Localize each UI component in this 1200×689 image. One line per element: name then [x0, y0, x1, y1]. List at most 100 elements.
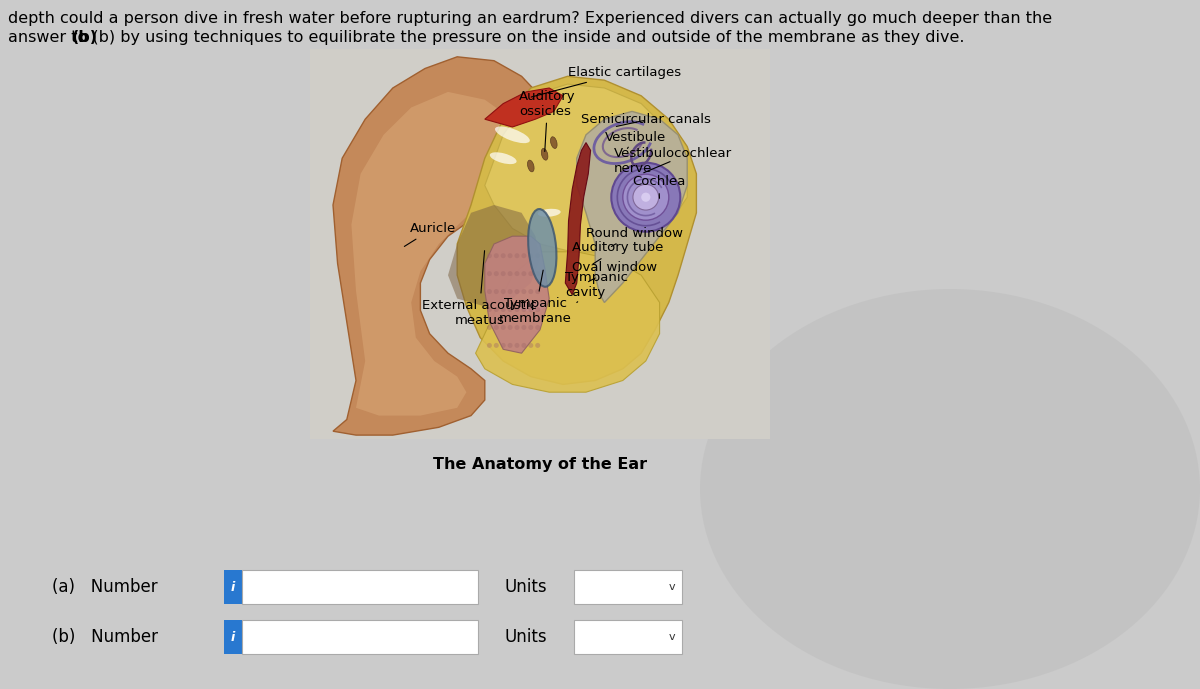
FancyBboxPatch shape — [242, 620, 478, 655]
Text: Semicircular canals: Semicircular canals — [581, 114, 712, 127]
Circle shape — [521, 289, 527, 294]
Ellipse shape — [700, 289, 1200, 689]
Circle shape — [515, 289, 520, 294]
Circle shape — [494, 307, 499, 312]
Circle shape — [508, 325, 512, 330]
Text: External acoustic
meatus: External acoustic meatus — [422, 251, 536, 327]
Circle shape — [500, 271, 505, 276]
Circle shape — [535, 271, 540, 276]
Circle shape — [521, 343, 527, 348]
Circle shape — [494, 289, 499, 294]
Circle shape — [487, 271, 492, 276]
Circle shape — [500, 253, 505, 258]
Circle shape — [535, 343, 540, 348]
Circle shape — [528, 289, 533, 294]
Circle shape — [515, 325, 520, 330]
Circle shape — [535, 253, 540, 258]
Circle shape — [528, 307, 533, 312]
Polygon shape — [485, 84, 688, 251]
Circle shape — [515, 271, 520, 276]
Polygon shape — [352, 92, 522, 415]
Ellipse shape — [517, 302, 545, 311]
Circle shape — [508, 253, 512, 258]
Circle shape — [515, 253, 520, 258]
Text: Vestibulocochlear
nerve: Vestibulocochlear nerve — [613, 147, 732, 174]
Circle shape — [528, 325, 533, 330]
Circle shape — [515, 307, 520, 312]
Polygon shape — [577, 112, 688, 302]
Circle shape — [623, 174, 668, 220]
Polygon shape — [485, 236, 550, 353]
Circle shape — [535, 289, 540, 294]
Text: The Anatomy of the Ear: The Anatomy of the Ear — [433, 457, 647, 472]
Text: depth could a person dive in fresh water before rupturing an eardrum? Experience: depth could a person dive in fresh water… — [8, 11, 1052, 26]
Circle shape — [521, 271, 527, 276]
Polygon shape — [448, 205, 540, 307]
Circle shape — [521, 307, 527, 312]
Circle shape — [487, 325, 492, 330]
Text: (b)   Number: (b) Number — [52, 628, 158, 646]
Ellipse shape — [528, 160, 534, 172]
Text: Tympanic
cavity: Tympanic cavity — [565, 271, 629, 302]
Text: i: i — [230, 631, 235, 644]
Text: Auricle: Auricle — [404, 222, 456, 247]
Ellipse shape — [541, 148, 548, 160]
Ellipse shape — [551, 136, 557, 148]
Text: Auditory
ossicles: Auditory ossicles — [520, 90, 576, 152]
Text: (b): (b) — [72, 30, 98, 45]
Text: Cochlea: Cochlea — [632, 175, 685, 198]
Circle shape — [487, 253, 492, 258]
Circle shape — [494, 271, 499, 276]
Circle shape — [528, 253, 533, 258]
Text: Vestibule: Vestibule — [605, 132, 666, 148]
Text: Round window: Round window — [586, 227, 683, 247]
Polygon shape — [475, 251, 660, 392]
Polygon shape — [334, 56, 550, 435]
Circle shape — [535, 325, 540, 330]
Circle shape — [487, 289, 492, 294]
Circle shape — [500, 325, 505, 330]
Circle shape — [641, 193, 650, 202]
Ellipse shape — [528, 209, 557, 287]
Ellipse shape — [494, 127, 530, 143]
Circle shape — [535, 307, 540, 312]
FancyBboxPatch shape — [242, 570, 478, 604]
Circle shape — [494, 343, 499, 348]
FancyBboxPatch shape — [574, 570, 682, 604]
Circle shape — [500, 307, 505, 312]
Ellipse shape — [490, 152, 516, 164]
Text: Oval window: Oval window — [572, 261, 658, 282]
Circle shape — [487, 343, 492, 348]
Polygon shape — [457, 76, 696, 384]
Circle shape — [508, 343, 512, 348]
Polygon shape — [485, 88, 563, 127]
Bar — [310, 49, 770, 439]
Circle shape — [487, 307, 492, 312]
Text: answer to (b) by using techniques to equilibrate the pressure on the inside and : answer to (b) by using techniques to equ… — [8, 30, 965, 45]
Circle shape — [515, 343, 520, 348]
Bar — [224, 570, 242, 604]
Circle shape — [508, 289, 512, 294]
Circle shape — [521, 325, 527, 330]
Text: Units: Units — [505, 578, 547, 596]
Circle shape — [494, 325, 499, 330]
Circle shape — [632, 185, 659, 210]
Text: Elastic cartilages: Elastic cartilages — [532, 66, 680, 97]
Circle shape — [528, 343, 533, 348]
Text: Units: Units — [505, 628, 547, 646]
Circle shape — [494, 253, 499, 258]
Polygon shape — [565, 143, 590, 295]
Ellipse shape — [538, 209, 560, 217]
Text: Tympanic
membrane: Tympanic membrane — [499, 270, 572, 325]
Circle shape — [521, 253, 527, 258]
Circle shape — [500, 343, 505, 348]
Text: (a)   Number: (a) Number — [52, 578, 157, 596]
Text: i: i — [230, 581, 235, 593]
Circle shape — [500, 289, 505, 294]
Circle shape — [611, 163, 680, 232]
FancyBboxPatch shape — [574, 620, 682, 655]
Text: Auditory tube: Auditory tube — [572, 241, 664, 264]
Circle shape — [528, 271, 533, 276]
Circle shape — [508, 271, 512, 276]
Bar — [224, 620, 242, 655]
